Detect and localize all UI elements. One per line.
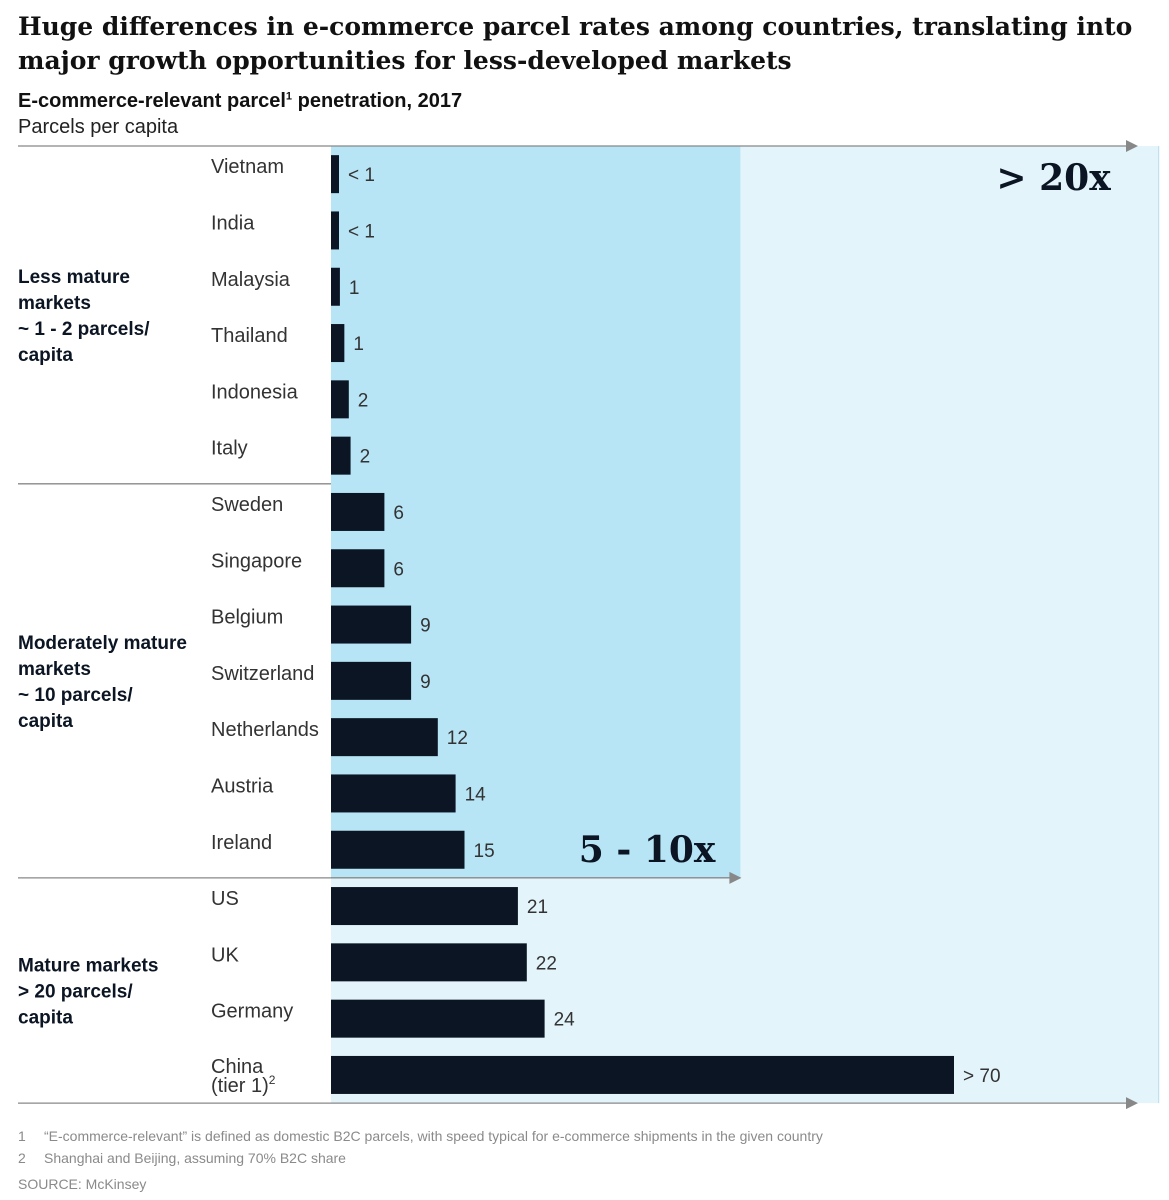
annotation-outer: > 20x	[996, 157, 1111, 199]
bar	[331, 492, 385, 531]
category-label: Singapore	[211, 550, 302, 572]
category-label: Italy	[211, 438, 248, 460]
bar	[331, 999, 545, 1038]
category-label: US	[211, 888, 239, 910]
group-label-line: Moderately mature	[18, 633, 187, 654]
group-label-line: > 20 parcels/	[18, 982, 133, 1003]
value-label: 2	[358, 390, 369, 411]
value-label: < 1	[348, 221, 375, 242]
category-label: Thailand	[211, 325, 288, 347]
value-label: 1	[349, 278, 360, 299]
footnote-text: Shanghai and Beijing, assuming 70% B2C s…	[44, 1150, 346, 1166]
top-axis-arrow	[1126, 140, 1138, 152]
bar	[331, 267, 340, 306]
bar	[331, 436, 351, 475]
bar	[331, 605, 412, 644]
bar	[331, 1055, 954, 1094]
category-label-line: China	[211, 1056, 264, 1078]
value-label: 6	[393, 503, 404, 524]
bar	[331, 155, 339, 194]
group-label-line: ~ 10 parcels/	[18, 685, 133, 706]
chart-title: E-commerce-relevant parcel1 penetration,…	[18, 90, 462, 113]
group-label-line: markets	[18, 293, 91, 314]
group-label: Moderately mature markets ~ 10 parcels/cap…	[18, 633, 187, 732]
group-label-line: markets	[18, 659, 91, 680]
chart-title-suffix: penetration, 2017	[292, 90, 463, 112]
category-label: Austria	[211, 775, 274, 797]
value-label: 12	[447, 728, 468, 749]
value-label: 15	[474, 841, 495, 862]
group-label-line: Less mature	[18, 267, 130, 288]
group-label-line: capita	[18, 1008, 73, 1029]
group-label: Less mature markets ~ 1 - 2 parcels/capita	[18, 267, 150, 366]
value-label: 9	[420, 672, 431, 693]
bar	[331, 661, 412, 700]
category-label: Belgium	[211, 607, 283, 629]
bar	[331, 830, 465, 869]
value-label: 24	[554, 1010, 576, 1031]
category-label: UK	[211, 944, 239, 966]
footnote-2: 2 Shanghai and Beijing, assuming 70% B2C …	[18, 1150, 346, 1166]
footnote-number: 2	[18, 1150, 26, 1166]
source-note: SOURCE: McKinsey	[18, 1176, 147, 1192]
category-label-line: (tier 1)	[211, 1075, 269, 1097]
chart-title-main: E-commerce-relevant parcel	[18, 90, 286, 112]
group-label-line: capita	[18, 345, 73, 366]
category-label: India	[211, 212, 255, 234]
bar	[331, 211, 339, 250]
category-label: Sweden	[211, 494, 283, 516]
value-label: 1	[353, 334, 364, 355]
value-label: 9	[420, 616, 431, 637]
group-label-line: ~ 1 - 2 parcels/	[18, 319, 150, 340]
value-label: 6	[393, 559, 404, 580]
group-label-line: capita	[18, 711, 73, 732]
category-label: Malaysia	[211, 269, 291, 291]
category-label: Ireland	[211, 832, 272, 854]
category-label: Vietnam	[211, 156, 284, 178]
chart-headline: Huge differences in e-commerce parcel ra…	[18, 12, 1133, 75]
value-label: < 1	[348, 165, 375, 186]
category-footnote-marker: 2	[269, 1073, 276, 1087]
bottom-axis-arrow	[1126, 1097, 1138, 1110]
chart-unit-label: Parcels per capita	[18, 116, 179, 138]
bar	[331, 380, 349, 419]
value-label: > 70	[963, 1066, 1001, 1087]
bar	[331, 887, 518, 926]
value-label: 21	[527, 897, 548, 918]
category-label: Netherlands	[211, 719, 319, 741]
bar	[331, 324, 345, 363]
bar	[331, 718, 438, 757]
category-label: Germany	[211, 1001, 293, 1023]
footnote-text: “E-commerce-relevant” is defined as dome…	[44, 1128, 823, 1144]
bar	[331, 774, 456, 813]
category-label: Switzerland	[211, 663, 314, 685]
category-label: Indonesia	[211, 381, 299, 403]
group-label: Mature markets > 20 parcels/capita	[18, 956, 158, 1029]
group-label-line: Mature markets	[18, 956, 158, 977]
value-label: 14	[465, 784, 487, 805]
footnote-number: 1	[18, 1128, 26, 1144]
value-label: 22	[536, 953, 557, 974]
value-label: 2	[360, 447, 371, 468]
chart-title-footnote-marker: 1	[285, 90, 293, 103]
bar	[331, 943, 527, 982]
annotation-inner: 5 - 10x	[579, 829, 716, 871]
footnote-1: 1 “E-commerce-relevant” is defined as dom…	[18, 1128, 823, 1144]
bar	[331, 549, 385, 588]
category-label: China (tier 1)2	[211, 1056, 276, 1097]
